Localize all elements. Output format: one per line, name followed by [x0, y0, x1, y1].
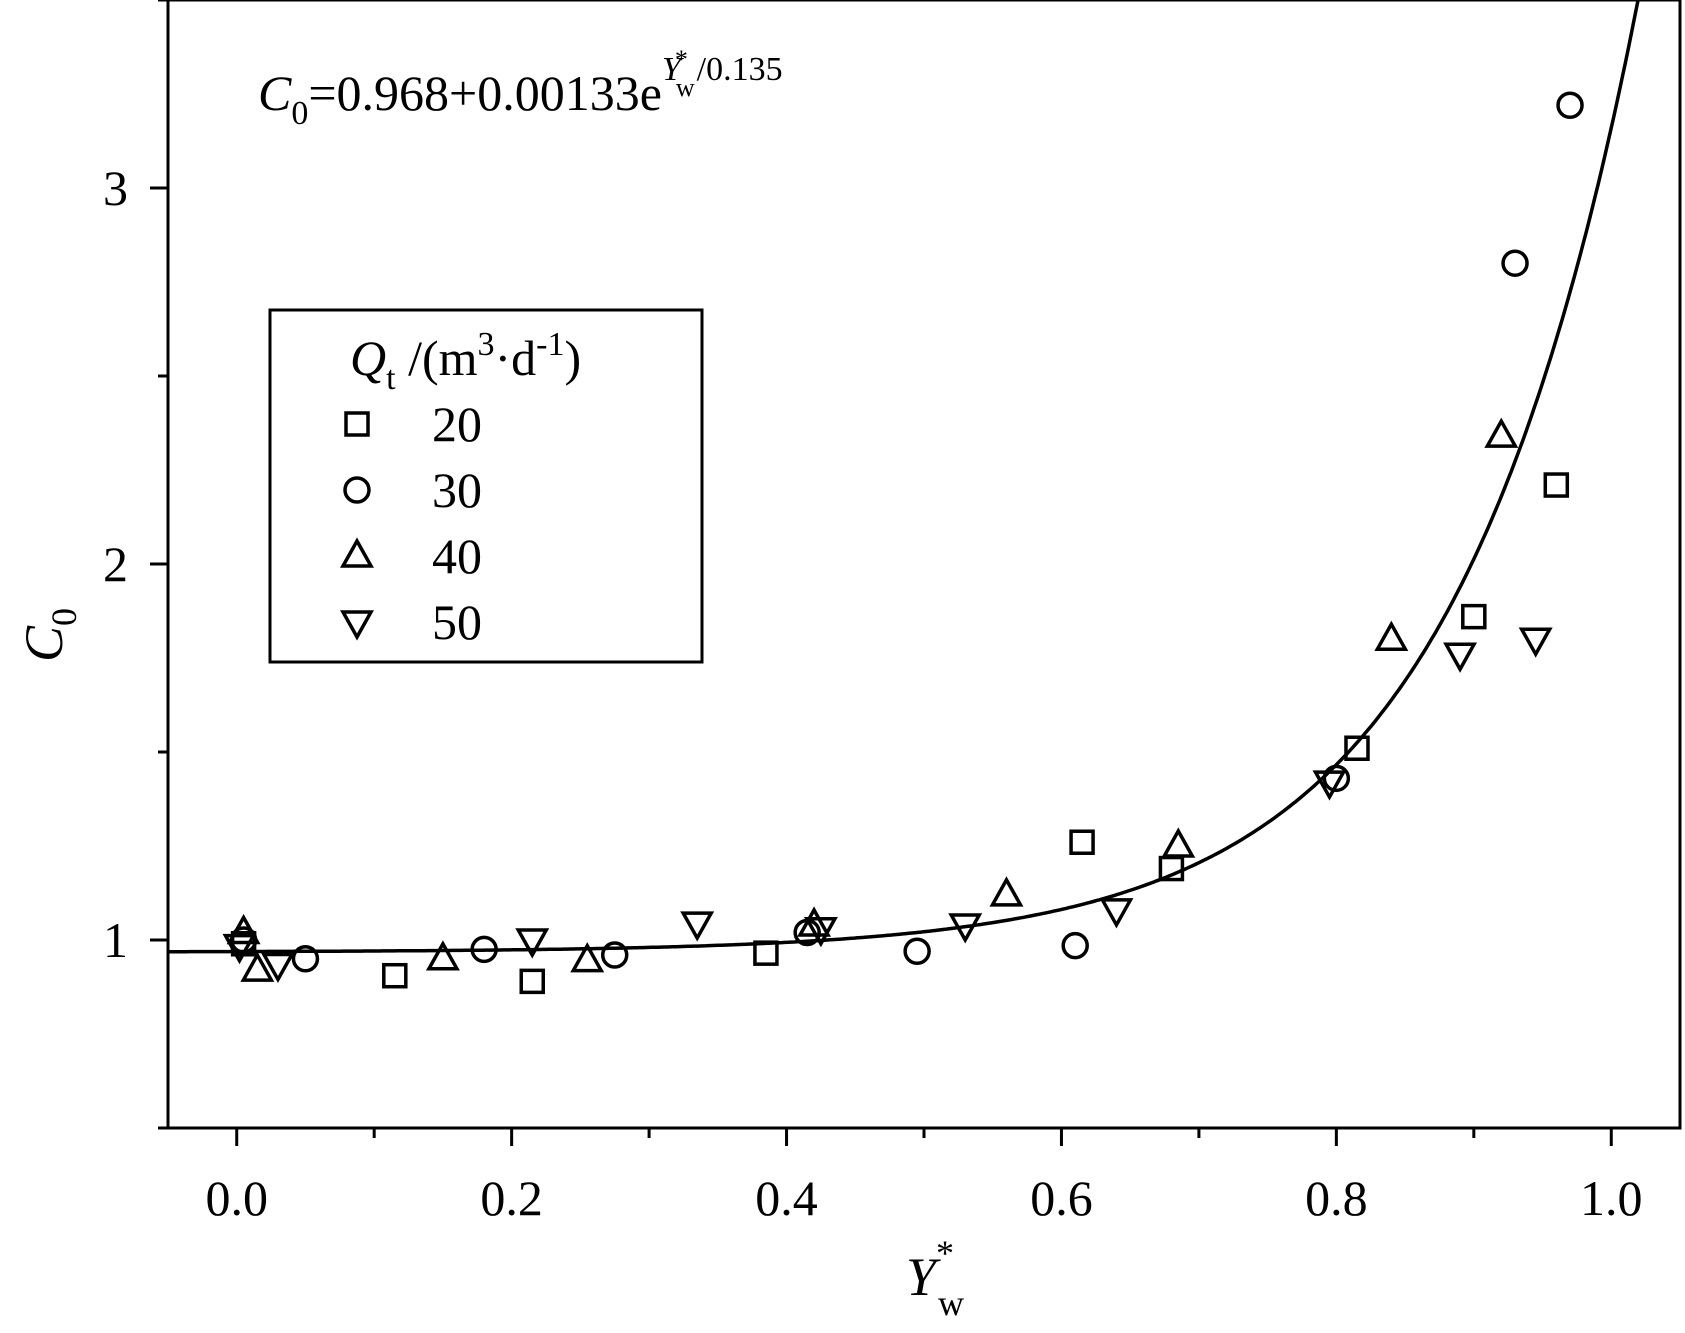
data-point-circle — [1556, 91, 1584, 120]
data-point-square — [1543, 472, 1570, 498]
x-tick-label: 0.2 — [480, 1170, 543, 1226]
legend-marker-square — [344, 411, 370, 437]
data-point-triangle-down — [260, 952, 295, 984]
data-point-triangle-down — [1099, 898, 1134, 929]
legend-title: Qt /(m3·d-1) — [350, 326, 581, 397]
legend-label: 50 — [432, 594, 482, 650]
data-point-square — [1461, 603, 1487, 630]
y-tick-label: 2 — [103, 536, 128, 592]
x-tick-label: 0.0 — [205, 1170, 268, 1226]
data-point-triangle-down — [948, 913, 983, 944]
equation: C0=0.968+0.00133eY* w/0.135 — [258, 45, 783, 132]
data-point-triangle-up — [240, 951, 275, 982]
data-point-triangle-up — [1161, 827, 1196, 858]
data-point-circle — [903, 937, 931, 966]
data-point-triangle-down — [803, 916, 838, 948]
legend-marker-triangle-up — [340, 537, 374, 568]
y-tick-label: 3 — [103, 160, 128, 216]
data-point-circle — [1501, 249, 1529, 277]
data-point-triangle-down — [680, 911, 715, 942]
data-point-circle — [1061, 931, 1089, 960]
data-point-circle — [291, 945, 320, 973]
data-point-triangle-up — [1484, 417, 1519, 448]
y-axis-label: C0 — [14, 608, 84, 662]
data-point-triangle-down — [222, 933, 257, 965]
axis-ticks: 0.0 0.2 0.4 0.6 0.8 1.0 1 2 3 — [103, 0, 1643, 1226]
data-point-circle — [600, 941, 629, 969]
x-tick-label: 1.0 — [1580, 1170, 1643, 1226]
y-tick-label: 1 — [103, 912, 128, 968]
data-point-triangle-down — [1312, 770, 1347, 801]
data-point-triangle-up — [1374, 620, 1409, 651]
data-point-circle — [470, 935, 498, 964]
data-point-square — [1344, 735, 1370, 761]
data-point-triangle-up — [989, 876, 1024, 907]
data-point-triangle-down — [1443, 642, 1478, 673]
data-point-circle — [1322, 764, 1351, 793]
data-point-triangle-down — [1518, 627, 1553, 658]
legend-box — [268, 308, 704, 664]
x-tick-label: 0.8 — [1305, 1170, 1368, 1226]
fit-curve — [168, 0, 1640, 954]
legend-label: 20 — [432, 396, 482, 452]
legend-marker-triangle-down — [340, 610, 374, 641]
data-point-triangle-up — [570, 942, 605, 973]
data-point-square — [753, 940, 779, 966]
data-point-triangle-down — [515, 928, 550, 959]
legend-label: 30 — [432, 462, 482, 518]
data-point-triangle-up — [425, 940, 460, 971]
x-axis-label: Y* w — [906, 1233, 964, 1323]
data-point-triangle-up — [226, 913, 261, 945]
legend: Qt /(m3·d-1) 20 30 40 50 — [268, 308, 704, 664]
x-tick-label: 0.4 — [755, 1170, 818, 1226]
x-tick-label: 0.6 — [1030, 1170, 1093, 1226]
data-point-square — [519, 968, 546, 995]
data-point-square — [382, 962, 408, 989]
legend-label: 40 — [432, 528, 482, 584]
legend-marker-circle — [343, 476, 371, 504]
data-points — [222, 91, 1584, 995]
data-point-square — [1069, 829, 1095, 855]
